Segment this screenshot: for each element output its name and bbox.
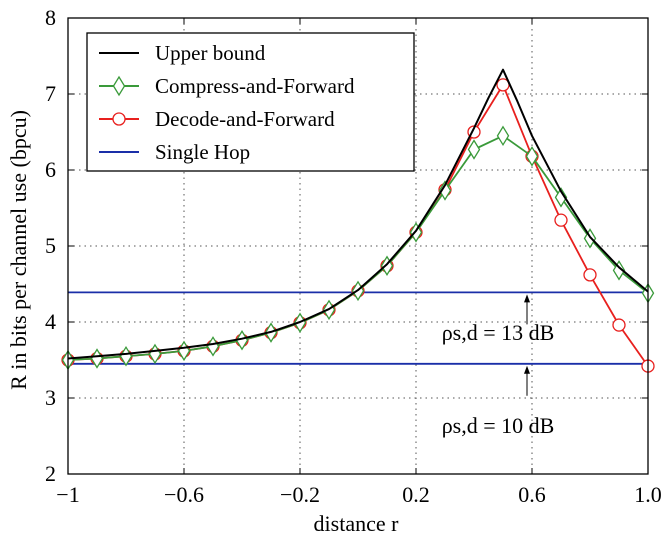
x-tick-label: −0.2 — [280, 482, 320, 507]
data-point — [467, 139, 481, 160]
legend-item: Upper bound — [99, 41, 266, 65]
annotation: ρs,d = 10 dB — [442, 365, 555, 438]
legend-marker — [112, 75, 126, 97]
y-axis-label: R in bits per channel use (bpcu) — [6, 110, 31, 390]
x-axis-label: distance r — [314, 511, 400, 536]
data-point — [438, 180, 452, 201]
y-tick-label: 3 — [45, 385, 56, 410]
data-point — [496, 125, 510, 147]
legend-item: Compress-and-Forward — [99, 74, 355, 98]
annotation-label: ρs,d = 13 dB — [442, 320, 555, 345]
legend-label: Decode-and-Forward — [155, 107, 335, 131]
x-tick-label: −0.6 — [164, 482, 204, 507]
annotation-arrowhead — [524, 365, 530, 374]
y-tick-label: 6 — [45, 157, 56, 182]
data-point — [206, 336, 220, 357]
x-tick-label: 0.6 — [518, 482, 546, 507]
series-layer — [61, 68, 655, 373]
series-line — [67, 68, 649, 360]
legend-label: Compress-and-Forward — [155, 74, 355, 98]
x-tick-label: −1 — [56, 482, 79, 507]
data-point — [90, 348, 104, 369]
legend-item: Single Hop — [99, 140, 250, 164]
x-tick-label: 1.0 — [634, 482, 662, 507]
legend-marker — [112, 112, 126, 126]
legend: Upper bound Compress-and-Forward Decode-an… — [86, 32, 415, 172]
annotation-label: ρs,d = 10 dB — [442, 413, 555, 438]
legend-label: Single Hop — [155, 140, 250, 164]
legend-item: Decode-and-Forward — [99, 107, 335, 131]
y-tick-label: 5 — [45, 233, 56, 258]
x-tick-label: 0.2 — [402, 482, 430, 507]
data-point — [612, 318, 626, 332]
legend-label: Upper bound — [155, 41, 266, 65]
data-point — [525, 146, 539, 167]
data-point — [148, 343, 162, 365]
series-upper-bound — [67, 68, 649, 360]
grid — [68, 18, 648, 474]
annotation: ρs,d = 13 dB — [442, 294, 555, 345]
data-point — [554, 213, 568, 227]
data-point — [119, 345, 133, 367]
y-tick-label: 2 — [45, 461, 56, 486]
annotations: ρs,d = 13 dB ρs,d = 10 dB — [442, 294, 555, 438]
legend-box — [86, 32, 415, 172]
data-point — [177, 340, 191, 362]
y-tick-label: 7 — [45, 81, 56, 106]
data-point — [583, 268, 597, 282]
y-tick-label: 8 — [45, 5, 56, 30]
annotation-arrowhead — [524, 294, 530, 303]
y-tick-label: 4 — [45, 309, 56, 334]
data-point — [554, 187, 568, 208]
ticks: −1 −0.6 −0.2 0.2 0.6 1.0 2 3 4 5 6 7 8 — [45, 5, 662, 507]
